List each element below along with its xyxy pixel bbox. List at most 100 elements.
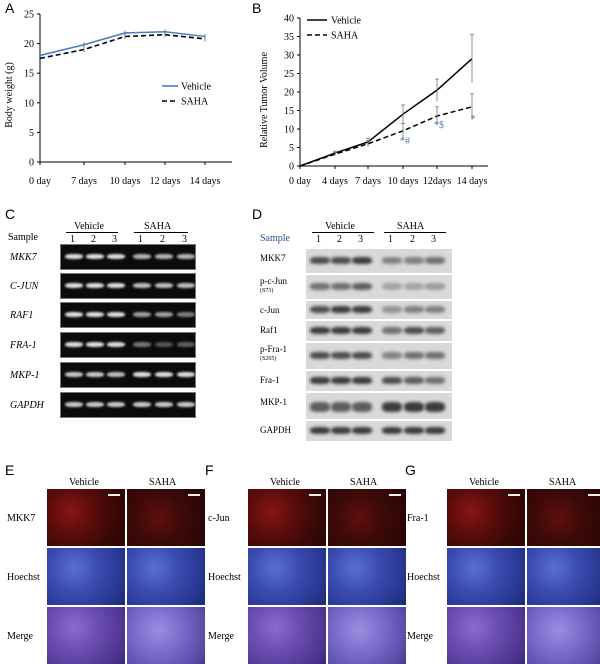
chart-b-xtick-label: 4 days — [322, 176, 348, 187]
chart-a-ytick-label: 15 — [24, 69, 34, 80]
blot-band — [404, 377, 424, 384]
gel-band — [65, 254, 83, 259]
blot-band — [382, 283, 402, 290]
blot-d-lane-number: 3 — [431, 234, 436, 245]
blot-band — [404, 306, 424, 313]
blot-d-row-name: MKK7 — [260, 253, 286, 263]
gel-c-strip — [60, 392, 196, 418]
gel-c-row-label: MKK7 — [10, 252, 37, 263]
micro-e-row-label: Hoechst — [7, 572, 40, 583]
gel-c-row-label: FRA-1 — [10, 340, 37, 351]
blot-band — [382, 402, 402, 412]
micro-f-col-label: SAHA — [350, 477, 378, 488]
blot-band — [382, 427, 402, 434]
scale-bar — [188, 494, 200, 496]
chart-b-legend-label: SAHA — [331, 31, 359, 42]
gel-c-row-label: MKP-1 — [10, 370, 40, 381]
chart-b-ytick-label: 0 — [289, 162, 294, 173]
blot-band — [352, 402, 372, 412]
micro-f-image — [248, 607, 326, 664]
micro-e-image — [127, 489, 205, 546]
gel-band — [86, 342, 104, 347]
blot-d-lane-number: 1 — [316, 234, 321, 245]
scale-bar — [588, 494, 600, 496]
gel-band — [65, 402, 83, 407]
gel-band — [155, 342, 173, 347]
blot-d-lane-number: 1 — [388, 234, 393, 245]
blot-band — [331, 306, 351, 313]
blot-band — [331, 402, 351, 412]
chart-b-ytick-label: 15 — [284, 106, 294, 117]
blot-band — [310, 427, 330, 434]
micro-g-image — [447, 489, 525, 546]
chart-b-series-1 — [299, 106, 473, 167]
micro-e-image — [47, 548, 125, 605]
chart-a-legend-label: SAHA — [181, 97, 209, 108]
chart-b-ytick-label: 30 — [284, 51, 294, 62]
gel-band — [65, 342, 83, 347]
gel-c-group-vehicle: Vehicle — [74, 221, 104, 232]
gel-band — [177, 312, 195, 317]
panel-label-a: A — [5, 0, 15, 16]
blot-band — [425, 402, 445, 412]
chart-a-xtick-label: 0 day — [29, 176, 51, 187]
blot-band — [404, 283, 424, 290]
chart-a-ytick-label: 20 — [24, 39, 34, 50]
blot-band — [404, 257, 424, 264]
blot-band — [331, 327, 351, 334]
blot-d-row-name: MKP-1 — [260, 397, 288, 407]
blot-band — [352, 427, 372, 434]
micro-f-image — [328, 607, 406, 664]
blot-band — [425, 306, 445, 313]
micro-f-image — [328, 489, 406, 546]
chart-a-ylabel: Body weight (g) — [4, 62, 15, 128]
chart-a: Body weight (g) 0 5 10 15 20 25 0 day 7 days 10 … — [4, 10, 232, 187]
chart-a-ytick-label: 25 — [24, 10, 34, 21]
chart-a-legend-label: Vehicle — [181, 82, 212, 93]
blot-band — [382, 257, 402, 264]
gel-band — [133, 254, 151, 259]
chart-b-ytick-label: 35 — [284, 32, 294, 43]
blot-band — [382, 352, 402, 359]
micro-e-col-label: Vehicle — [69, 477, 99, 488]
blot-band — [352, 377, 372, 384]
micro-g-image — [527, 489, 600, 546]
blot-band — [382, 377, 402, 384]
micro-e-row-label: Merge — [7, 631, 33, 642]
micro-f-row-label: Merge — [208, 631, 234, 642]
blot-band — [310, 377, 330, 384]
blot-band — [310, 283, 330, 290]
blot-d-vehicle-line — [312, 232, 374, 233]
gel-band — [86, 402, 104, 407]
gel-band — [107, 283, 125, 288]
blot-band — [404, 352, 424, 359]
chart-b-annotation: * — [471, 114, 476, 125]
gel-band — [133, 372, 151, 377]
gel-band — [107, 372, 125, 377]
gel-c-strip — [60, 332, 196, 358]
gel-band — [177, 402, 195, 407]
blot-d-row-name: Raf1 — [260, 325, 278, 335]
blot-band — [404, 427, 424, 434]
micro-f-row-label: c-Jun — [208, 513, 230, 524]
chart-b-xtick-label: 7 days — [355, 176, 381, 187]
blot-band — [425, 352, 445, 359]
blot-d-row-name: c-Jun — [260, 305, 280, 315]
blot-band — [352, 257, 372, 264]
blot-d-row-label: MKP-1 — [260, 397, 287, 407]
scale-bar — [389, 494, 401, 496]
gel-c-row-label: C-JUN — [10, 281, 39, 292]
gel-c-saha-line — [134, 232, 188, 233]
gel-c-strip — [60, 244, 196, 270]
micro-g-col-label: Vehicle — [469, 477, 499, 488]
gel-c-lane-number: 3 — [182, 234, 187, 245]
micro-g-col-label: SAHA — [549, 477, 577, 488]
blot-band — [425, 377, 445, 384]
blot-band — [352, 306, 372, 313]
gel-c-strip — [60, 362, 196, 388]
chart-a-ytick-label: 5 — [29, 128, 34, 139]
blot-d-row-label: p-c-Jun (S73) — [260, 276, 287, 296]
blot-d-group-saha: SAHA — [397, 221, 425, 232]
gel-band — [86, 312, 104, 317]
chart-b-xtick-label: 0 day — [289, 176, 311, 187]
